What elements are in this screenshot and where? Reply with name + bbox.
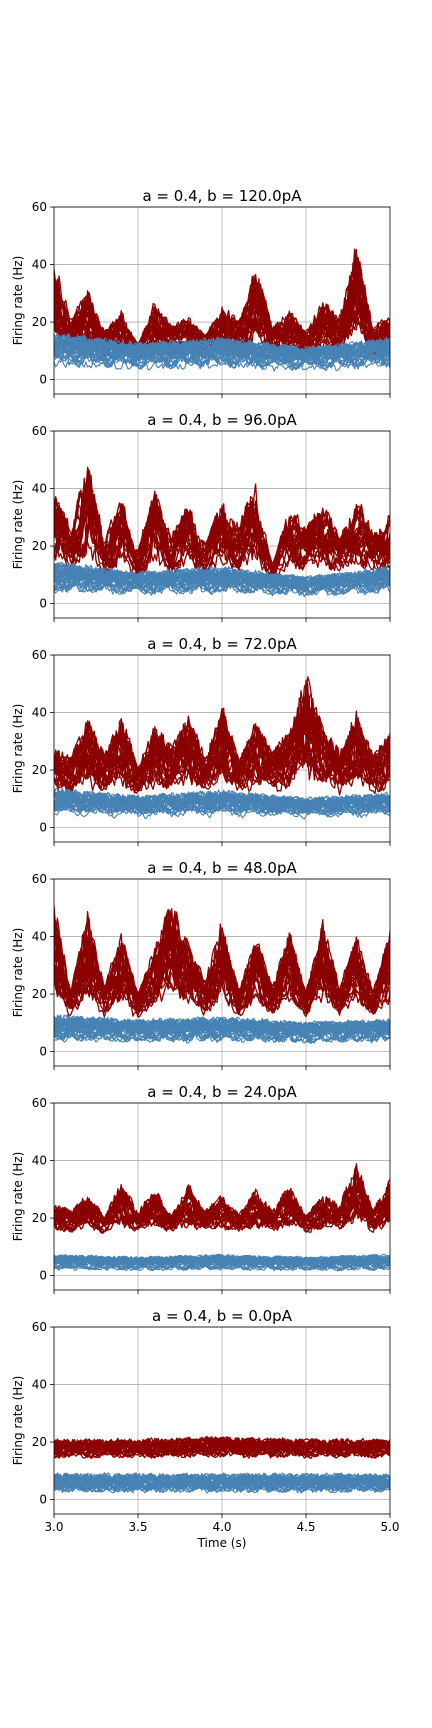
subplot-title: a = 0.4, b = 120.0pA	[142, 187, 302, 205]
excitatory-trace-22	[54, 1438, 390, 1459]
y-axis-label: Firing rate (Hz)	[11, 704, 25, 794]
inhibitory-trace-33	[54, 791, 390, 815]
subplot-title: a = 0.4, b = 72.0pA	[147, 635, 297, 653]
plot-area	[54, 466, 390, 598]
inhibitory-trace-33	[54, 1018, 390, 1036]
excitatory-trace-21	[54, 932, 390, 1018]
excitatory-trace-25	[54, 1437, 390, 1460]
x-tick-label-2: 4.0	[212, 1520, 231, 1534]
subplot-6: 3.0 3.5 4.0 4.5 5.0 0 20 40 60 a = 0.4, b = 0.0pA…	[11, 1307, 400, 1550]
excitatory-trace-22	[54, 248, 390, 347]
y-tick-label-3: 60	[32, 424, 47, 438]
subplot-title: a = 0.4, b = 96.0pA	[147, 411, 297, 429]
y-tick-label-2: 40	[32, 1378, 47, 1392]
inhibitory-trace-30	[54, 1472, 390, 1488]
y-tick-label-1: 20	[32, 1435, 47, 1449]
plot-area	[54, 676, 390, 820]
plot-area	[54, 1163, 390, 1272]
subplot-3: 0 20 40 60 a = 0.4, b = 72.0pA Firing rate (H…	[11, 635, 391, 846]
subplot-4: 0 20 40 60 a = 0.4, b = 48.0pA Firing rate (H…	[11, 859, 391, 1070]
inhibitory-trace-33	[54, 565, 390, 596]
y-axis-label: Firing rate (Hz)	[11, 480, 25, 570]
y-tick-label-3: 60	[32, 200, 47, 214]
x-tick-label-1: 3.5	[128, 1520, 147, 1534]
y-tick-label-2: 40	[32, 706, 47, 720]
y-tick-label-2: 40	[32, 258, 47, 272]
inhibitory-trace-30	[54, 333, 390, 360]
plot-area	[54, 905, 390, 1045]
subplot-title: a = 0.4, b = 24.0pA	[147, 1083, 297, 1101]
inhibitory-trace-29	[54, 337, 390, 361]
y-axis-label: Firing rate (Hz)	[11, 1152, 25, 1242]
inhibitory-trace-32	[54, 1472, 390, 1486]
excitatory-trace-25	[54, 715, 390, 789]
x-tick-label-0: 3.0	[44, 1520, 63, 1534]
y-axis-label: Firing rate (Hz)	[11, 1376, 25, 1466]
y-tick-label-0: 0	[39, 373, 47, 387]
plot-area	[54, 1435, 390, 1494]
y-tick-label-3: 60	[32, 648, 47, 662]
inhibitory-trace-27	[54, 567, 390, 596]
x-tick-label-3: 4.5	[296, 1520, 315, 1534]
inhibitory-trace-31	[54, 338, 390, 366]
inhibitory-trace-33	[54, 336, 390, 359]
inhibitory-trace-27	[54, 791, 390, 820]
y-tick-label-2: 40	[32, 1154, 47, 1168]
y-tick-label-2: 40	[32, 930, 47, 944]
excitatory-trace-24	[54, 483, 390, 583]
inhibitory-trace-32	[54, 564, 390, 595]
y-tick-label-3: 60	[32, 872, 47, 886]
excitatory-trace-21	[54, 710, 390, 788]
inhibitory-trace-31	[54, 791, 390, 818]
excitatory-trace-25	[54, 470, 390, 568]
inhibitory-trace-32	[54, 1015, 390, 1035]
subplot-2: 0 20 40 60 a = 0.4, b = 96.0pA Firing rate (H…	[11, 411, 391, 622]
y-tick-label-1: 20	[32, 315, 47, 329]
inhibitory-trace-29	[54, 1254, 390, 1263]
excitatory-trace-23	[54, 715, 390, 776]
x-axis-label: Time (s)	[197, 1536, 247, 1550]
subplot-5: 0 20 40 60 a = 0.4, b = 24.0pA Firing rate (H…	[11, 1083, 391, 1294]
subplot-title: a = 0.4, b = 48.0pA	[147, 859, 297, 877]
inhibitory-trace-33	[54, 1253, 390, 1264]
excitatory-trace-25	[54, 1187, 390, 1228]
y-tick-label-2: 40	[32, 482, 47, 496]
excitatory-trace-25	[54, 271, 390, 355]
y-tick-label-0: 0	[39, 1045, 47, 1059]
y-tick-label-1: 20	[32, 763, 47, 777]
plot-area	[54, 248, 390, 372]
subplot-1: 0 20 40 60 a = 0.4, b = 120.0pA Firing rate (…	[11, 187, 391, 398]
y-tick-label-0: 0	[39, 1269, 47, 1283]
y-tick-label-0: 0	[39, 597, 47, 611]
excitatory-trace-17	[54, 933, 390, 1006]
y-tick-label-1: 20	[32, 1211, 47, 1225]
excitatory-trace-21	[54, 1437, 390, 1456]
y-tick-label-3: 60	[32, 1096, 47, 1110]
y-tick-label-3: 60	[32, 1320, 47, 1334]
inhibitory-trace-31	[54, 1018, 390, 1044]
excitatory-trace-25	[54, 910, 390, 998]
y-tick-label-1: 20	[32, 539, 47, 553]
y-axis-label: Firing rate (Hz)	[11, 928, 25, 1018]
y-tick-label-0: 0	[39, 1493, 47, 1507]
inhibitory-trace-30	[54, 787, 390, 805]
excitatory-trace-22	[54, 1173, 390, 1223]
excitatory-trace-22	[54, 499, 390, 577]
x-tick-label-4: 5.0	[380, 1520, 399, 1534]
subplot-title: a = 0.4, b = 0.0pA	[152, 1307, 293, 1325]
y-tick-label-0: 0	[39, 821, 47, 835]
y-axis-label: Firing rate (Hz)	[11, 256, 25, 346]
excitatory-trace-21	[54, 1174, 390, 1224]
inhibitory-trace-33	[54, 1473, 390, 1494]
excitatory-trace-24	[54, 679, 390, 793]
y-tick-label-1: 20	[32, 987, 47, 1001]
excitatory-trace-21	[54, 471, 390, 570]
inhibitory-trace-31	[54, 1472, 390, 1486]
inhibitory-trace-31	[54, 1255, 390, 1272]
